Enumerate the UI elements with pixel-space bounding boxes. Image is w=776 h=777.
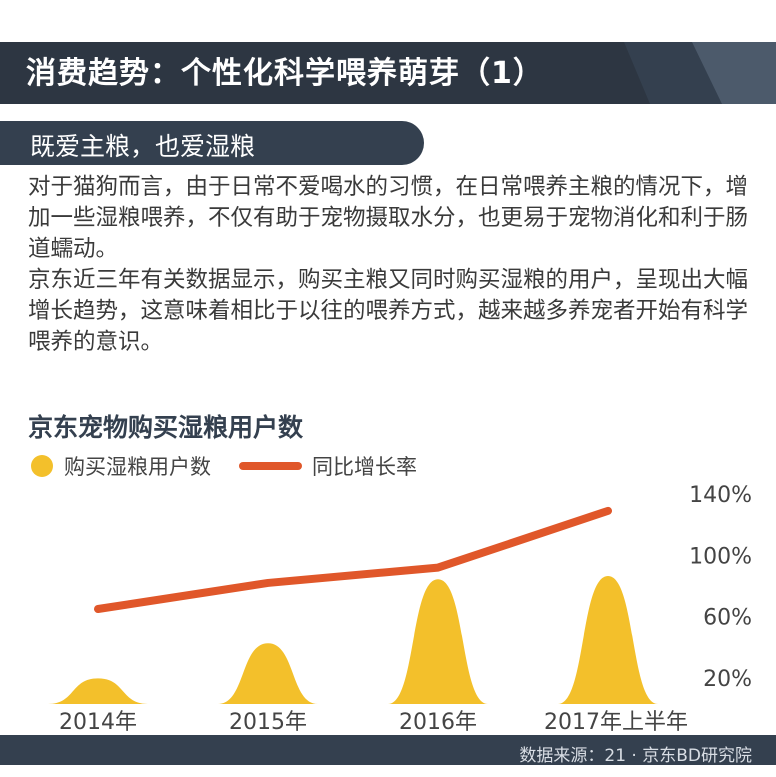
page-title: 消费趋势：个性化科学喂养萌芽（1） [26, 56, 544, 91]
top-strip [0, 0, 776, 34]
title-banner [0, 42, 776, 104]
bar-1 [48, 678, 148, 704]
y-tick-label: 20% [703, 667, 752, 692]
growth-rate-point-3 [437, 566, 439, 569]
title-banner-shadow [0, 42, 650, 104]
y-tick-label: 60% [703, 606, 752, 631]
x-tick-label: 2014年 [59, 710, 137, 732]
legend-bar-swatch [31, 455, 53, 477]
title-banner-accent [692, 42, 776, 104]
x-axis: 2014年 2015年 2016年 2017年上半年 [59, 710, 688, 732]
footer-bar [0, 735, 776, 765]
bars [48, 576, 658, 704]
bottom-strip [0, 765, 776, 777]
body-paragraph-1: 对于猫狗而言，由于日常不爱喝水的习惯，在日常喂养主粮的情况下，增加一些湿粮喂养，… [28, 174, 749, 262]
growth-rate-point-1 [97, 608, 99, 610]
growth-rate-line [94, 506, 612, 613]
growth-rate-point-4 [607, 509, 609, 512]
x-tick-label: 2015年 [229, 710, 307, 732]
line-layer [94, 506, 612, 613]
bar-2 [218, 643, 318, 704]
chart-title: 京东宠物购买湿粮用户数 [28, 413, 304, 442]
chart: 购买湿粮用户数 同比增长率 140%100%60%20% 2014年 2015年 2… [31, 455, 752, 732]
legend-line-label: 同比增长率 [312, 455, 417, 479]
body-paragraph-2: 京东近三年有关数据显示，购买主粮又同时购买湿粮的用户，呈现出大幅增长趋势，这意味… [28, 267, 749, 355]
x-tick-label: 2016年 [399, 710, 477, 732]
y-tick-label: 140% [689, 483, 752, 508]
data-source: 数据来源：21 · 京东BD研究院 [519, 746, 752, 766]
growth-rate-point-2 [267, 581, 269, 584]
x-tick-label: 2017年上半年 [544, 710, 688, 732]
legend-bar-label: 购买湿粮用户数 [64, 455, 211, 479]
legend: 购买湿粮用户数 同比增长率 [31, 455, 417, 479]
subtitle-tab [0, 121, 424, 165]
bar-4 [558, 576, 658, 704]
y-tick-label: 100% [689, 544, 752, 569]
section-subtitle: 既爱主粮，也爱湿粮 [30, 132, 256, 161]
y-axis-right: 140% 100% 60% 20% [689, 483, 752, 692]
bar-3 [388, 579, 488, 704]
body-text: 对于猫狗而言，由于日常不爱喝水的习惯，在日常喂养主粮的情况下，增加一些湿粮喂养，… [28, 172, 758, 358]
